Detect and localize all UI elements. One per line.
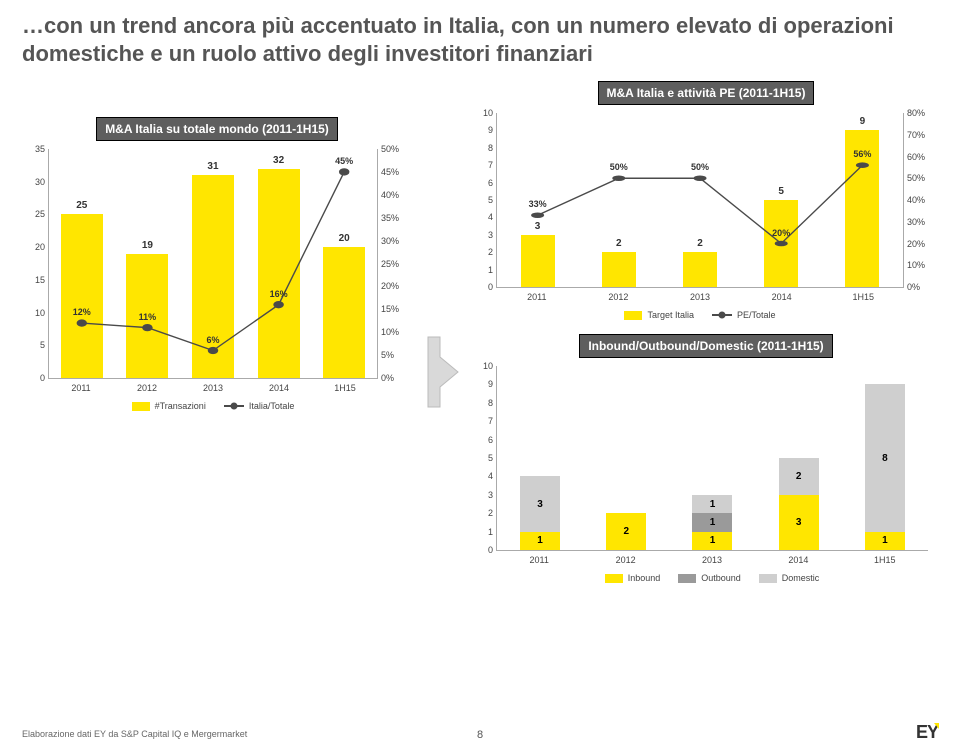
chart-left-title: M&A Italia su totale mondo (2011-1H15) <box>96 117 338 141</box>
legend-left: #Transazioni .lg-line::after{background:… <box>48 401 378 411</box>
chart-tr-title: M&A Italia e attività PE (2011-1H15) <box>598 81 815 105</box>
legend-br: InboundOutboundDomestic <box>496 573 928 583</box>
page-title: …con un trend ancora più accentuato in I… <box>22 12 938 67</box>
chart-br-title: Inbound/Outbound/Domestic (2011-1H15) <box>579 334 832 358</box>
footer-text: Elaborazione dati EY da S&P Capital IQ e… <box>22 729 247 739</box>
chart-top-right: M&A Italia e attività PE (2011-1H15) 012… <box>474 81 938 320</box>
page-number: 8 <box>477 729 483 741</box>
chart-left: M&A Italia su totale mondo (2011-1H15) 0… <box>22 81 412 411</box>
legend-tr: Target Italia PE/Totale <box>496 310 904 320</box>
chart-bottom-right: Inbound/Outbound/Domestic (2011-1H15) 01… <box>474 334 938 583</box>
ey-logo: EY <box>916 722 938 743</box>
arrow-icon <box>426 327 460 417</box>
